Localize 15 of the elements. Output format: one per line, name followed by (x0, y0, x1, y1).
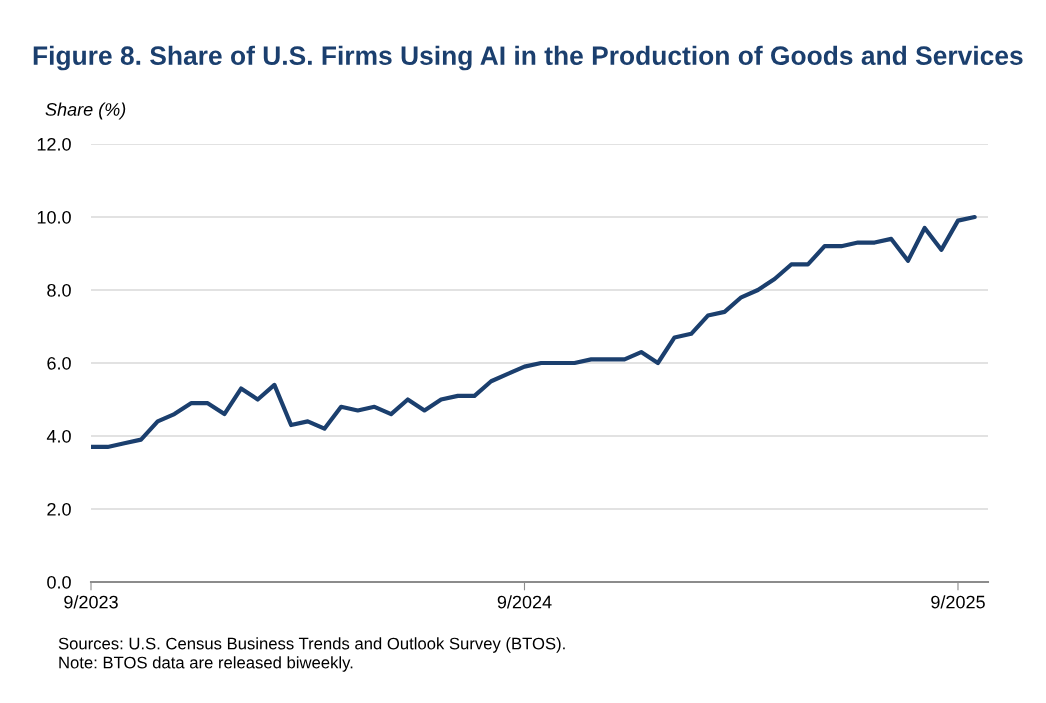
chart-title: Figure 8. Share of U.S. Firms Using AI in the Production of Goods and Services (33, 45, 1023, 71)
y-axis-title: Share (%) (45, 102, 126, 120)
line-series (91, 214, 977, 450)
y-tick-label: 4.0 (46, 429, 71, 443)
y-tick-label: 0.0 (47, 575, 71, 589)
x-tick-label: 9/2025 (931, 595, 985, 609)
y-tick-label: 8.0 (47, 283, 71, 297)
y-tick-label: 12.0 (37, 137, 71, 151)
text: Note: BTOS data are released biweekly. (59, 656, 353, 672)
y-tick-label: 10.0 (37, 210, 71, 224)
y-tick-label: 6.0 (47, 356, 71, 370)
x-tick-label: 9/2024 (497, 595, 552, 609)
y-tick-label: 2.0 (47, 502, 71, 516)
source-note: Sources: U.S. Census Business Trends and Outlook Survey (BTOS). (58, 637, 565, 653)
x-tick-label: 9/2023 (64, 595, 118, 609)
